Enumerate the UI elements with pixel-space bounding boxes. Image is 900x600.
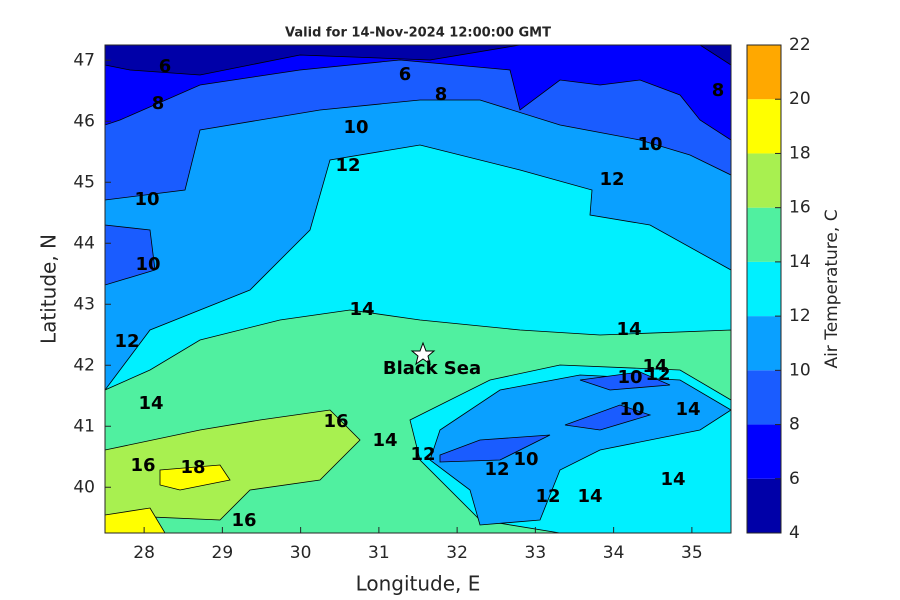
- colorbar-tick-label: 6: [789, 469, 800, 489]
- x-tick-label: 32: [446, 543, 468, 563]
- y-tick-label: 42: [73, 355, 95, 375]
- contour-label: 14: [349, 299, 374, 320]
- colorbar-bin: [747, 99, 781, 154]
- colorbar-bin: [747, 370, 781, 425]
- contour-label: 12: [645, 364, 670, 385]
- x-tick-label: 35: [681, 543, 703, 563]
- contour-label: 14: [642, 356, 667, 377]
- colorbar-bin: [747, 45, 781, 100]
- contour-label: 16: [323, 411, 348, 432]
- chart-title: Valid for 14-Nov-2024 12:00:00 GMT: [285, 26, 551, 41]
- plot-frame: [104, 44, 732, 534]
- contour-label: 12: [535, 486, 560, 507]
- contour-label: 14: [660, 469, 685, 490]
- contour-label: 14: [616, 319, 641, 340]
- contour-label: 12: [484, 459, 509, 480]
- colorbar-bin: [747, 424, 781, 479]
- x-tick-label: 31: [368, 543, 390, 563]
- contour-label: 18: [180, 457, 205, 478]
- contour-label: 10: [343, 117, 368, 138]
- contour-label: 10: [134, 189, 159, 210]
- contour-label: 10: [637, 134, 662, 155]
- colorbar-bin: [747, 316, 781, 371]
- colorbar-label: Air Temperature, C: [822, 209, 842, 368]
- y-tick-label: 47: [73, 50, 95, 70]
- colorbar-tick-label: 8: [789, 415, 800, 435]
- map: [105, 45, 731, 533]
- contour-label: 12: [114, 331, 139, 352]
- contour-region: [105, 507, 166, 533]
- contour-label: 6: [159, 56, 172, 77]
- colorbar-tick-label: 12: [789, 306, 811, 326]
- colorbar-bin: [747, 153, 781, 208]
- contour-region: [699, 45, 731, 66]
- colorbar-tick-label: 22: [789, 35, 811, 55]
- location-star: [410, 341, 436, 366]
- colorbar-tick-label: 10: [789, 360, 811, 380]
- x-tick-label: 30: [290, 543, 312, 563]
- contour-label: 10: [135, 254, 160, 275]
- contour-label: 8: [712, 80, 725, 101]
- y-axis-label: Latitude, N: [37, 234, 61, 344]
- contour-region: [105, 45, 521, 76]
- contour-region: [105, 409, 361, 521]
- x-tick-label: 28: [133, 543, 155, 563]
- y-tick-label: 41: [73, 416, 95, 436]
- colorbar-tick-label: 20: [789, 89, 811, 109]
- colorbar-bin: [747, 478, 781, 533]
- contour-label: 12: [410, 444, 435, 465]
- contour-label: 12: [335, 155, 360, 176]
- colorbar-tick-label: 16: [789, 198, 811, 218]
- contour-label: 14: [675, 399, 700, 420]
- contour-label: 16: [130, 455, 155, 476]
- contour-label: 14: [577, 486, 602, 507]
- y-tick-label: 45: [73, 172, 95, 192]
- contour-region: [105, 45, 731, 201]
- contour-label: 12: [599, 169, 624, 190]
- contour-region: [439, 434, 551, 463]
- contour-label: 8: [152, 93, 165, 114]
- x-tick-label: 29: [212, 543, 234, 563]
- contour-label: 14: [372, 430, 397, 451]
- contour-region: [105, 224, 156, 286]
- colorbar-bin: [747, 207, 781, 262]
- annotation: Black Sea: [383, 358, 481, 379]
- y-tick-label: 44: [73, 233, 95, 253]
- contour-region: [564, 404, 652, 431]
- contour-label: 8: [435, 84, 448, 105]
- colorbar-tick-label: 18: [789, 143, 811, 163]
- colorbar-tick-label: 4: [789, 523, 800, 543]
- y-tick-label: 46: [73, 111, 95, 131]
- contour-label: 14: [138, 393, 163, 414]
- contour-label: 10: [619, 399, 644, 420]
- x-tick-label: 34: [603, 543, 625, 563]
- contour-label: 6: [399, 64, 412, 85]
- y-tick-label: 43: [73, 294, 95, 314]
- colorbar-bin: [747, 261, 781, 317]
- colorbar-frame: [746, 44, 782, 534]
- contour-region: [429, 374, 731, 526]
- contour-label: 16: [231, 510, 256, 531]
- contour-region: [579, 371, 671, 391]
- colorbar-tick-label: 14: [789, 252, 811, 272]
- contour-region: [105, 45, 731, 141]
- x-tick-label: 33: [525, 543, 547, 563]
- contour-region: [159, 464, 231, 491]
- contour-label: 10: [513, 449, 538, 470]
- contour-region: [105, 45, 731, 391]
- contour-label: 10: [617, 367, 642, 388]
- y-tick-label: 40: [73, 477, 95, 497]
- x-axis-label: Longitude, E: [356, 572, 481, 596]
